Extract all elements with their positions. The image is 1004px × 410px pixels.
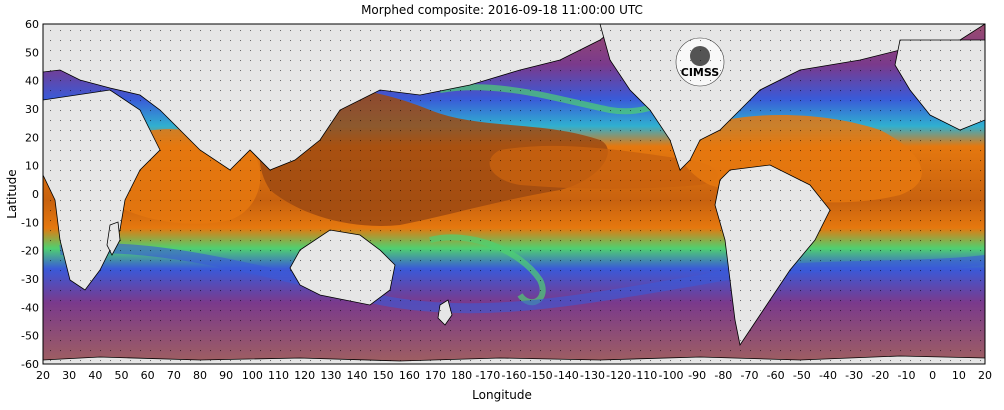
x-tick-label: 140: [347, 369, 368, 382]
x-tick-label: 40: [88, 369, 102, 382]
map-title: Morphed composite: 2016-09-18 11:00:00 U…: [361, 3, 643, 17]
x-tick-label: 100: [242, 369, 263, 382]
x-tick-label: -160: [502, 369, 527, 382]
graticule-dots: [43, 24, 985, 364]
y-tick-label: 10: [25, 160, 39, 173]
x-tick-label: -110: [632, 369, 657, 382]
y-tick-label: 0: [32, 188, 39, 201]
x-tick-label: 130: [320, 369, 341, 382]
x-tick-label: -70: [741, 369, 759, 382]
x-tick-label: -30: [845, 369, 863, 382]
x-tick-label: 70: [167, 369, 181, 382]
x-tick-label: -170: [475, 369, 500, 382]
x-axis-ticks: 20 30 40 50 60 70 80 90 100 110 120 130 140 150 160 170…: [36, 369, 992, 382]
x-tick-label: -120: [606, 369, 631, 382]
x-tick-label: 20: [36, 369, 50, 382]
x-tick-label: 60: [141, 369, 155, 382]
y-tick-label: -40: [21, 301, 39, 314]
x-tick-label: -100: [659, 369, 684, 382]
x-tick-label: 180: [451, 369, 472, 382]
x-tick-label: 150: [373, 369, 394, 382]
y-tick-label: -10: [21, 216, 39, 229]
y-tick-label: 30: [25, 103, 39, 116]
x-tick-label: -150: [528, 369, 553, 382]
y-axis-ticks: 60 50 40 30 20 10 0 -10 -20 -30 -40 -50 -60: [21, 18, 39, 371]
x-tick-label: -80: [714, 369, 732, 382]
x-tick-label: 20: [978, 369, 992, 382]
y-tick-label: 50: [25, 46, 39, 59]
y-tick-label: 40: [25, 75, 39, 88]
x-tick-label: 50: [115, 369, 129, 382]
x-tick-label: 90: [219, 369, 233, 382]
x-tick-label: 0: [929, 369, 936, 382]
x-tick-label: 80: [193, 369, 207, 382]
logo-text: CIMSS: [681, 66, 720, 79]
x-tick-label: -50: [793, 369, 811, 382]
x-tick-label: 110: [268, 369, 289, 382]
y-tick-label: 20: [25, 131, 39, 144]
x-tick-label: -60: [767, 369, 785, 382]
x-tick-label: 10: [952, 369, 966, 382]
x-tick-label: 120: [294, 369, 315, 382]
y-tick-label: -30: [21, 273, 39, 286]
x-tick-label: -90: [688, 369, 706, 382]
y-axis-label: Latitude: [5, 169, 19, 219]
y-tick-label: -60: [21, 358, 39, 371]
x-tick-label: 30: [62, 369, 76, 382]
x-tick-label: 170: [425, 369, 446, 382]
x-tick-label: -140: [554, 369, 579, 382]
x-axis-label: Longitude: [472, 388, 532, 402]
x-tick-label: 160: [399, 369, 420, 382]
y-tick-label: -20: [21, 245, 39, 258]
x-tick-label: -10: [898, 369, 916, 382]
x-tick-label: -20: [871, 369, 889, 382]
plot-frame: [42, 23, 986, 365]
y-tick-label: -50: [21, 330, 39, 343]
x-tick-label: -40: [819, 369, 837, 382]
map-field: [43, 24, 985, 364]
y-tick-label: 60: [25, 18, 39, 31]
x-tick-label: -130: [580, 369, 605, 382]
